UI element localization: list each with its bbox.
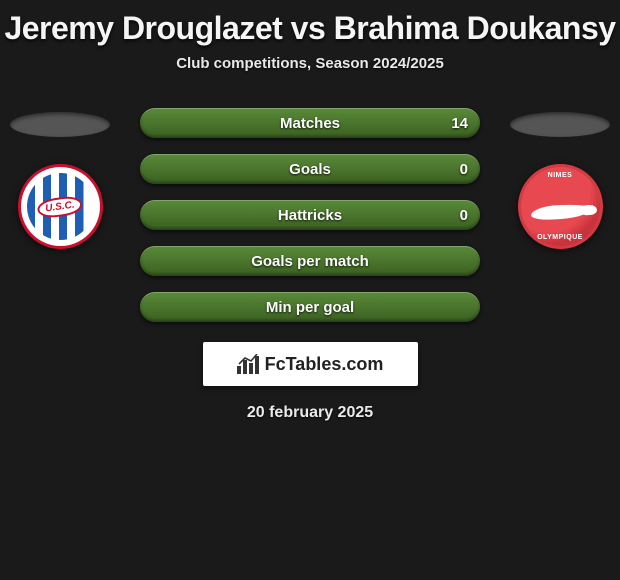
stat-label: Goals: [289, 161, 331, 178]
bar-chart-icon: [237, 354, 259, 374]
stat-bar-matches: Matches 14: [140, 108, 480, 138]
stat-label: Goals per match: [251, 253, 369, 270]
stat-bar-min-per-goal: Min per goal: [140, 292, 480, 322]
stat-bar-hattricks: Hattricks 0: [140, 200, 480, 230]
stats-area: NIMES OLYMPIQUE Matches 14 Goals 0 Hattr…: [0, 92, 620, 422]
stat-bar-goals-per-match: Goals per match: [140, 246, 480, 276]
stat-label: Min per goal: [266, 299, 354, 316]
club-crest-right: NIMES OLYMPIQUE: [518, 164, 603, 249]
club-crest-left-wrap: [10, 164, 110, 249]
date-line: 20 february 2025: [10, 404, 610, 422]
player-right-platform: [510, 112, 610, 137]
stat-right-value: 14: [451, 115, 468, 132]
stat-label: Matches: [280, 115, 340, 132]
subtitle: Club competitions, Season 2024/2025: [0, 55, 620, 92]
crest-right-top-text: NIMES: [521, 172, 600, 179]
stat-right-value: 0: [460, 161, 468, 178]
stat-bar-goals: Goals 0: [140, 154, 480, 184]
stat-right-value: 0: [460, 207, 468, 224]
comparison-card: Jeremy Drouglazet vs Brahima Doukansy Cl…: [0, 0, 620, 422]
stat-label: Hattricks: [278, 207, 342, 224]
stat-bars: Matches 14 Goals 0 Hattricks 0 Goals per…: [140, 92, 480, 322]
club-crest-left: [18, 164, 103, 249]
page-title: Jeremy Drouglazet vs Brahima Doukansy: [0, 0, 620, 55]
brand-text: FcTables.com: [265, 354, 384, 375]
brand-badge: FcTables.com: [203, 342, 418, 386]
crocodile-icon: [530, 203, 591, 221]
club-crest-right-wrap: NIMES OLYMPIQUE: [510, 164, 610, 249]
player-left-platform: [10, 112, 110, 137]
crest-right-bottom-text: OLYMPIQUE: [521, 234, 600, 241]
